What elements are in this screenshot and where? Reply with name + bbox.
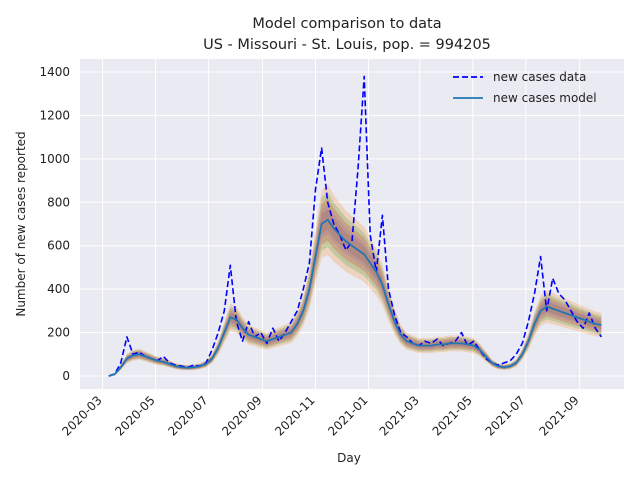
model-band	[108, 198, 602, 376]
legend-label-model: new cases model	[493, 91, 597, 105]
y-tick-label: 1000	[39, 152, 70, 166]
x-tick-labels: 2020-03 2020-05 2020-07 2020-09 2020-11 2021-…	[59, 393, 581, 438]
x-tick-label: 2020-09	[219, 393, 264, 438]
x-axis-label: Day	[337, 451, 361, 465]
series-line-data	[108, 75, 603, 377]
legend-label-data: new cases data	[493, 70, 586, 84]
y-tick-label: 600	[47, 239, 70, 253]
model-band	[108, 204, 602, 376]
y-tick-label: 0	[62, 369, 70, 383]
y-tick-label: 1400	[39, 65, 70, 79]
x-tick-label: 2021-03	[377, 393, 422, 438]
x-tick-label: 2020-11	[272, 393, 317, 438]
x-tick-label: 2021-09	[536, 393, 581, 438]
x-tick-label: 2021-05	[430, 393, 475, 438]
y-tick-label: 800	[47, 195, 70, 209]
x-tick-label: 2020-05	[112, 393, 157, 438]
series-lines	[108, 75, 603, 377]
plot-background	[80, 59, 624, 389]
y-tick-label: 200	[47, 326, 70, 340]
x-tick-label: 2021-01	[325, 393, 370, 438]
chart-title: Model comparison to data	[252, 16, 441, 32]
y-tick-labels: 0 200 400 600 800 1000 1200 1400	[39, 65, 70, 383]
y-axis-label: Number of new cases reported	[14, 131, 28, 316]
y-tick-label: 1200	[39, 108, 70, 122]
y-tick-label: 400	[47, 282, 70, 296]
legend: new cases data new cases model	[453, 70, 597, 105]
model-band	[108, 184, 602, 376]
chart-subtitle: US - Missouri - St. Louis, pop. = 994205	[203, 37, 491, 53]
series-line-model	[108, 218, 602, 377]
x-tick-label: 2020-07	[165, 393, 210, 438]
x-tick-label: 2021-07	[483, 393, 528, 438]
model-band	[108, 192, 602, 376]
x-tick-label: 2020-03	[59, 393, 104, 438]
